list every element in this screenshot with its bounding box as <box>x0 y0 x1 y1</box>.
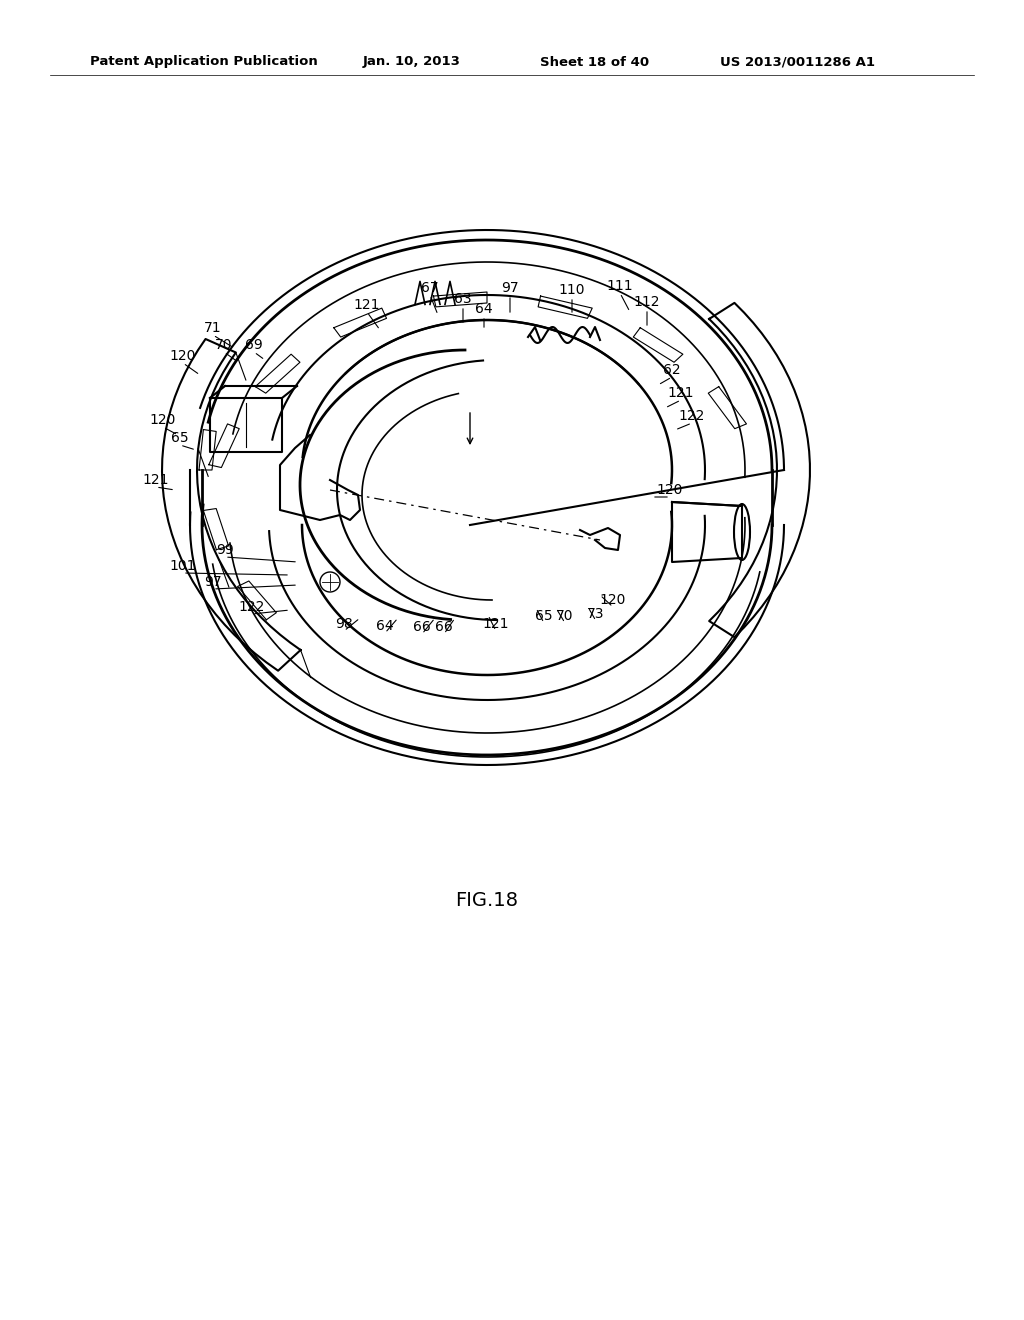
Text: 112: 112 <box>634 294 660 309</box>
Text: US 2013/0011286 A1: US 2013/0011286 A1 <box>720 55 874 69</box>
Text: 63: 63 <box>455 292 472 306</box>
Text: 121: 121 <box>482 616 509 631</box>
Text: 121: 121 <box>353 298 380 312</box>
Text: 71: 71 <box>204 321 222 335</box>
Text: 67: 67 <box>421 281 439 294</box>
Text: 120: 120 <box>170 348 197 363</box>
Text: 62: 62 <box>664 363 681 378</box>
Text: Jan. 10, 2013: Jan. 10, 2013 <box>362 55 461 69</box>
Text: 120: 120 <box>600 593 627 607</box>
Text: 120: 120 <box>150 413 176 426</box>
Text: 70: 70 <box>556 609 573 623</box>
Text: 122: 122 <box>679 409 706 422</box>
Text: Patent Application Publication: Patent Application Publication <box>90 55 317 69</box>
Text: 121: 121 <box>668 385 694 400</box>
Text: 122: 122 <box>239 601 265 614</box>
Text: 64: 64 <box>376 619 394 634</box>
Text: 101: 101 <box>170 558 197 573</box>
Text: 97: 97 <box>204 576 222 589</box>
Text: 97: 97 <box>501 281 519 294</box>
Text: 65: 65 <box>171 432 188 445</box>
Text: 99: 99 <box>216 543 233 557</box>
Text: 120: 120 <box>656 483 683 498</box>
Text: 66: 66 <box>413 620 431 634</box>
Text: 66: 66 <box>435 620 453 634</box>
Text: 73: 73 <box>587 607 605 620</box>
Text: 110: 110 <box>559 282 586 297</box>
Text: 64: 64 <box>475 302 493 315</box>
Text: 98: 98 <box>335 616 353 631</box>
Text: Sheet 18 of 40: Sheet 18 of 40 <box>540 55 649 69</box>
Text: 65: 65 <box>536 609 553 623</box>
Text: 121: 121 <box>142 473 169 487</box>
Text: 69: 69 <box>245 338 263 352</box>
Text: 111: 111 <box>606 279 633 293</box>
Text: FIG.18: FIG.18 <box>456 891 518 909</box>
Text: 70: 70 <box>215 338 232 352</box>
